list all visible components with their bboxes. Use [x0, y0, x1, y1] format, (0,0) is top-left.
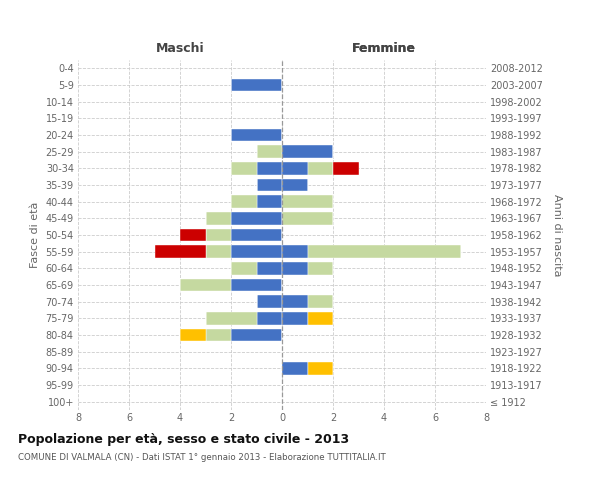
Bar	[257, 312, 282, 324]
Bar	[308, 246, 461, 258]
Bar	[231, 329, 282, 341]
Bar	[308, 296, 333, 308]
Bar	[282, 146, 333, 158]
Bar	[257, 196, 282, 208]
Bar	[257, 179, 282, 192]
Bar	[282, 312, 308, 324]
Bar	[231, 162, 257, 174]
Bar	[231, 246, 282, 258]
Bar	[231, 279, 282, 291]
Y-axis label: Anni di nascita: Anni di nascita	[553, 194, 562, 276]
Bar	[308, 262, 333, 274]
Bar	[282, 296, 308, 308]
Bar	[206, 246, 231, 258]
Bar	[282, 212, 333, 224]
Bar	[257, 146, 282, 158]
Bar	[282, 196, 333, 208]
Bar	[206, 312, 257, 324]
Bar	[206, 212, 231, 224]
Bar	[231, 229, 282, 241]
Text: Femmine: Femmine	[352, 42, 416, 55]
Bar	[231, 212, 282, 224]
Bar	[180, 279, 231, 291]
Bar	[333, 162, 359, 174]
Bar	[155, 246, 206, 258]
Bar	[231, 79, 282, 92]
Bar	[257, 296, 282, 308]
Bar	[282, 246, 308, 258]
Bar	[257, 262, 282, 274]
Bar	[282, 262, 308, 274]
Bar	[180, 329, 206, 341]
Bar	[180, 229, 206, 241]
Bar	[231, 196, 257, 208]
Y-axis label: Fasce di età: Fasce di età	[30, 202, 40, 268]
Text: Popolazione per età, sesso e stato civile - 2013: Popolazione per età, sesso e stato civil…	[18, 432, 349, 446]
Text: COMUNE DI VALMALA (CN) - Dati ISTAT 1° gennaio 2013 - Elaborazione TUTTITALIA.IT: COMUNE DI VALMALA (CN) - Dati ISTAT 1° g…	[18, 452, 386, 462]
Bar	[231, 262, 257, 274]
Bar	[282, 179, 308, 192]
Bar	[231, 129, 282, 141]
Bar	[308, 162, 333, 174]
Text: Femmine: Femmine	[352, 42, 416, 55]
Text: Maschi: Maschi	[155, 42, 205, 55]
Bar	[206, 329, 231, 341]
Bar	[206, 229, 231, 241]
Bar	[308, 362, 333, 374]
Bar	[308, 312, 333, 324]
Bar	[257, 162, 282, 174]
Bar	[282, 162, 308, 174]
Bar	[282, 362, 308, 374]
